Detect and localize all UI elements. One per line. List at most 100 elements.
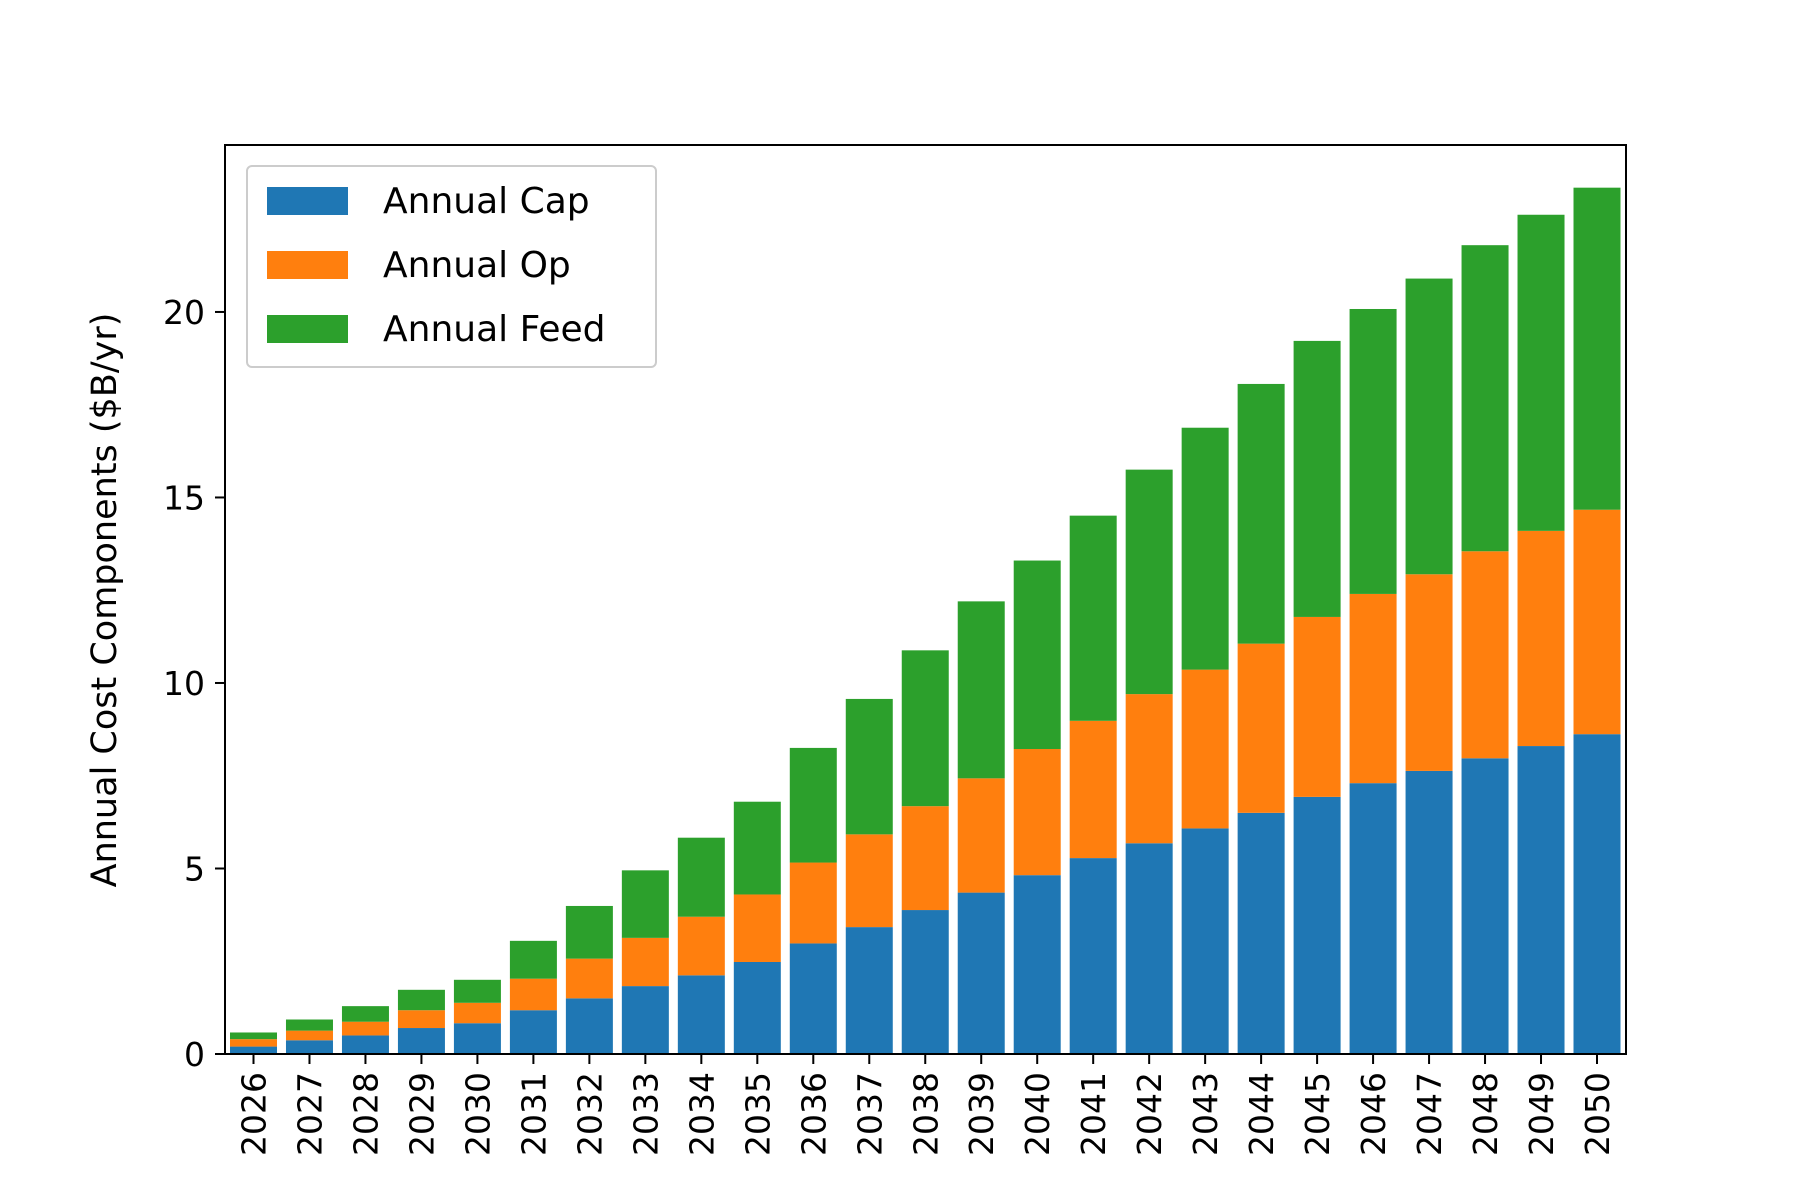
bar-annual-cap-2035 <box>733 961 781 1054</box>
bar-annual-op-2041 <box>1069 720 1117 859</box>
bar-annual-cap-2029 <box>397 1028 445 1054</box>
bar-annual-op-2028 <box>341 1021 389 1036</box>
x-tick-label-2041: 2041 <box>1074 1072 1113 1156</box>
x-tick-label-2045: 2045 <box>1298 1072 1337 1156</box>
x-tick-label-2048: 2048 <box>1466 1072 1505 1156</box>
bar-annual-op-2036 <box>789 862 837 944</box>
legend-label-annual-op: Annual Op <box>383 245 571 286</box>
bar-annual-feed-2035 <box>733 801 781 895</box>
bar-annual-op-2030 <box>453 1002 501 1024</box>
legend-swatch-annual-feed <box>267 315 348 343</box>
bar-annual-op-2032 <box>565 958 613 999</box>
bar-annual-feed-2031 <box>509 940 557 979</box>
bar-annual-cap-2027 <box>285 1040 333 1054</box>
x-tick-label-2049: 2049 <box>1522 1072 1561 1156</box>
x-axis: 2026 2027 2028 2029 2030 2031 2032 2033 2034 2035… <box>235 1054 1617 1156</box>
bar-annual-op-2037 <box>845 834 893 928</box>
x-tick-label-2031: 2031 <box>514 1072 553 1156</box>
x-tick-label-2047: 2047 <box>1410 1072 1449 1156</box>
bar-annual-op-2026 <box>230 1039 277 1047</box>
bar-annual-cap-2040 <box>1013 875 1061 1054</box>
x-tick-label-2050: 2050 <box>1578 1072 1617 1156</box>
legend-label-annual-feed: Annual Feed <box>383 309 605 350</box>
bar-annual-op-2044 <box>1237 643 1285 813</box>
x-tick-label-2039: 2039 <box>962 1072 1001 1156</box>
bar-annual-cap-2028 <box>341 1035 389 1054</box>
bar-annual-feed-2043 <box>1181 427 1229 670</box>
x-tick-label-2029: 2029 <box>402 1072 441 1156</box>
bar-annual-op-2049 <box>1517 530 1565 747</box>
bar-annual-op-2038 <box>901 806 949 911</box>
bar-annual-op-2033 <box>621 937 669 987</box>
y-tick-label-15: 15 <box>163 478 205 517</box>
bar-annual-cap-2034 <box>677 975 725 1054</box>
bar-annual-cap-2045 <box>1293 796 1341 1054</box>
bar-annual-op-2042 <box>1125 694 1173 844</box>
bars-layer <box>230 187 1621 1054</box>
bar-annual-op-2046 <box>1349 593 1397 784</box>
y-tick-label-10: 10 <box>163 664 205 703</box>
legend: Annual Cap Annual Op Annual Feed <box>246 165 657 368</box>
x-tick-label-2035: 2035 <box>738 1072 777 1156</box>
bar-annual-cap-2043 <box>1181 828 1229 1054</box>
y-axis-label: Annual Cost Components ($B/yr) <box>85 313 125 888</box>
x-tick-label-2037: 2037 <box>850 1072 889 1156</box>
bar-annual-feed-2028 <box>341 1006 389 1022</box>
bar-annual-feed-2048 <box>1461 245 1509 552</box>
bar-annual-cap-2038 <box>901 910 949 1054</box>
bar-annual-op-2040 <box>1013 749 1061 876</box>
bar-annual-op-2047 <box>1405 574 1453 771</box>
bar-annual-cap-2031 <box>509 1010 557 1054</box>
bar-annual-feed-2030 <box>453 979 501 1003</box>
bar-annual-feed-2039 <box>957 601 1005 779</box>
bar-annual-feed-2038 <box>901 650 949 807</box>
bar-annual-op-2034 <box>677 916 725 976</box>
x-tick-label-2040: 2040 <box>1018 1072 1057 1156</box>
bar-annual-feed-2027 <box>285 1019 333 1031</box>
x-tick-label-2030: 2030 <box>458 1072 497 1156</box>
x-tick-label-2028: 2028 <box>346 1072 385 1156</box>
bar-annual-feed-2037 <box>845 698 893 835</box>
bar-annual-cap-2046 <box>1349 783 1397 1054</box>
x-tick-label-2042: 2042 <box>1130 1072 1169 1156</box>
x-tick-label-2032: 2032 <box>570 1072 609 1156</box>
bar-annual-cap-2037 <box>845 927 893 1054</box>
legend-box <box>246 165 657 368</box>
x-tick-label-2033: 2033 <box>626 1072 665 1156</box>
bar-annual-cap-2026 <box>230 1046 277 1054</box>
y-tick-label-20: 20 <box>163 293 205 332</box>
bar-annual-cap-2048 <box>1461 758 1509 1054</box>
bar-annual-cap-2047 <box>1405 770 1453 1054</box>
bar-annual-op-2035 <box>733 894 781 962</box>
legend-swatch-annual-op <box>267 251 348 279</box>
bar-annual-op-2045 <box>1293 616 1341 797</box>
x-tick-label-2026: 2026 <box>235 1072 274 1156</box>
bar-annual-cap-2036 <box>789 943 837 1054</box>
y-axis: 0 5 10 15 20 <box>163 293 225 1074</box>
x-tick-label-2044: 2044 <box>1242 1072 1281 1156</box>
x-tick-label-2046: 2046 <box>1354 1072 1393 1156</box>
bar-annual-feed-2033 <box>621 870 669 938</box>
bar-annual-feed-2041 <box>1069 515 1117 721</box>
bar-annual-cap-2039 <box>957 892 1005 1054</box>
bar-annual-cap-2049 <box>1517 746 1565 1054</box>
bar-annual-cap-2044 <box>1237 812 1285 1054</box>
bar-annual-feed-2044 <box>1237 383 1285 644</box>
bar-annual-feed-2034 <box>677 837 725 917</box>
bar-annual-op-2050 <box>1573 509 1621 735</box>
bar-annual-op-2031 <box>509 978 557 1011</box>
bar-annual-cap-2042 <box>1125 843 1173 1054</box>
bar-annual-op-2043 <box>1181 669 1229 829</box>
bar-annual-feed-2049 <box>1517 214 1565 531</box>
x-tick-label-2027: 2027 <box>290 1072 329 1156</box>
bar-annual-feed-2042 <box>1125 469 1173 695</box>
bar-annual-feed-2050 <box>1573 187 1621 510</box>
bar-annual-feed-2036 <box>789 747 837 863</box>
y-tick-label-0: 0 <box>184 1035 205 1074</box>
bar-annual-op-2048 <box>1461 551 1509 759</box>
bar-annual-cap-2030 <box>453 1023 501 1054</box>
y-tick-label-5: 5 <box>184 849 205 888</box>
bar-annual-cap-2050 <box>1573 734 1621 1054</box>
